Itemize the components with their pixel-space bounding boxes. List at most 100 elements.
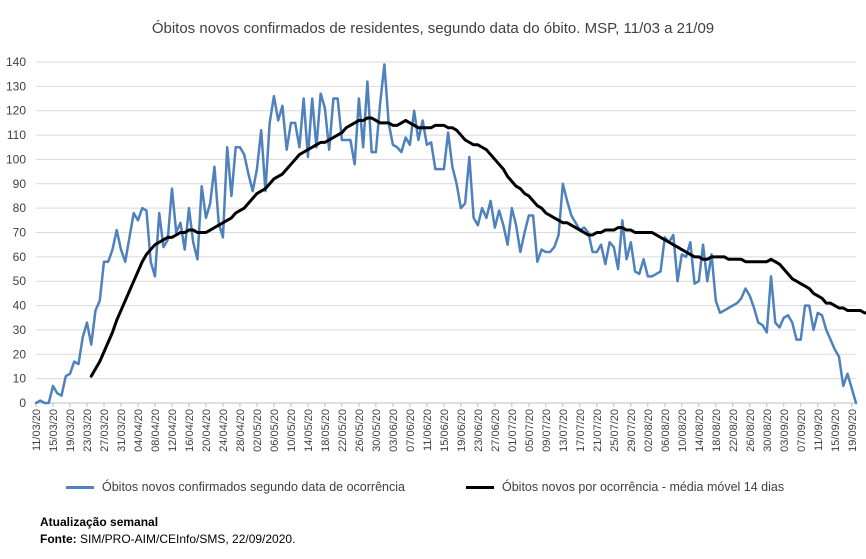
data-point-confirmed	[490, 200, 492, 202]
data-point-confirmed	[583, 227, 585, 229]
data-point-moving-average	[447, 127, 449, 129]
data-point-moving-average	[456, 129, 458, 131]
data-point-confirmed	[247, 173, 250, 175]
data-point-confirmed	[817, 312, 819, 314]
data-point-moving-average	[273, 178, 275, 180]
data-point-confirmed	[456, 183, 458, 185]
data-point-confirmed	[464, 202, 466, 204]
data-point-confirmed	[226, 146, 228, 148]
x-tick-label: 27/06/20	[490, 409, 502, 452]
data-point-moving-average	[490, 153, 492, 156]
data-point-confirmed	[727, 307, 730, 309]
x-tick-label: 02/05/20	[252, 409, 264, 452]
data-point-moving-average	[213, 227, 216, 229]
data-point-confirmed	[608, 241, 611, 243]
data-point-moving-average	[859, 309, 861, 312]
data-point-confirmed	[681, 253, 683, 256]
data-point-confirmed	[736, 302, 738, 304]
x-tick-label: 18/05/20	[320, 409, 332, 452]
data-point-confirmed	[205, 217, 207, 219]
data-point-confirmed	[141, 207, 143, 209]
data-point-confirmed	[710, 253, 713, 256]
data-point-confirmed	[179, 222, 182, 224]
data-point-moving-average	[430, 127, 432, 129]
data-point-moving-average	[409, 122, 411, 124]
data-point-moving-average	[783, 268, 785, 270]
data-point-confirmed	[349, 139, 351, 141]
data-point-moving-average	[681, 248, 683, 251]
data-point-moving-average	[732, 258, 734, 260]
x-tick-label: 23/06/20	[473, 409, 485, 452]
data-point-moving-average	[770, 258, 772, 260]
data-point-moving-average	[753, 261, 755, 263]
data-point-moving-average	[583, 231, 585, 234]
data-point-confirmed	[825, 329, 827, 331]
x-tick-label: 22/08/20	[728, 409, 740, 452]
data-point-confirmed	[230, 195, 233, 197]
axes: 0 10 20 30 40 50 60 70 80 90 100 110 120 130 140 11/03/…	[6, 55, 859, 452]
data-point-confirmed	[235, 146, 237, 148]
data-point-moving-average	[124, 300, 126, 302]
data-point-confirmed	[719, 312, 721, 314]
x-tick-label: 11/03/20	[31, 409, 43, 451]
data-point-moving-average	[787, 273, 789, 275]
y-tick-label: 40	[13, 299, 27, 313]
data-point-confirmed	[591, 251, 594, 253]
data-point-moving-average	[600, 231, 602, 234]
x-tick-label: 07/09/20	[796, 409, 808, 452]
x-tick-label: 01/07/20	[507, 409, 519, 452]
data-point-confirmed	[213, 166, 216, 168]
data-point-moving-average	[621, 227, 623, 229]
data-point-confirmed	[434, 168, 436, 170]
data-point-confirmed	[307, 156, 309, 158]
x-tick-label: 30/05/20	[371, 409, 383, 452]
data-point-moving-average	[481, 146, 483, 148]
y-tick-label: 0	[19, 396, 26, 410]
data-point-moving-average	[179, 231, 182, 234]
data-point-confirmed	[184, 248, 186, 251]
data-point-confirmed	[171, 188, 173, 190]
data-point-confirmed	[52, 385, 54, 387]
data-point-moving-average	[184, 231, 186, 234]
data-point-moving-average	[557, 219, 560, 221]
data-point-moving-average	[434, 124, 436, 126]
x-tick-label: 20/04/20	[201, 409, 213, 452]
data-point-moving-average	[388, 122, 390, 124]
data-point-moving-average	[834, 304, 836, 307]
data-point-confirmed	[439, 168, 441, 170]
legend-label-moving-average: Óbitos novos por ocorrência - média móve…	[502, 480, 785, 494]
data-point-moving-average	[103, 351, 105, 353]
data-point-moving-average	[613, 229, 615, 231]
data-point-moving-average	[702, 258, 704, 260]
data-point-moving-average	[812, 292, 815, 294]
data-point-moving-average	[196, 231, 199, 234]
data-point-confirmed	[753, 307, 755, 309]
x-tick-label: 15/09/20	[830, 409, 842, 452]
data-point-moving-average	[230, 217, 233, 219]
data-point-confirmed	[290, 122, 292, 124]
data-point-confirmed	[90, 343, 92, 346]
data-point-confirmed	[111, 248, 114, 251]
data-point-moving-average	[642, 231, 645, 234]
data-point-moving-average	[634, 231, 636, 234]
data-point-moving-average	[570, 224, 572, 226]
data-point-confirmed	[808, 304, 810, 307]
data-point-moving-average	[192, 229, 194, 231]
data-point-confirmed	[757, 322, 759, 324]
data-point-moving-average	[303, 151, 305, 153]
data-point-moving-average	[277, 175, 279, 178]
data-point-moving-average	[307, 149, 309, 151]
data-point-moving-average	[362, 119, 364, 122]
data-point-confirmed	[311, 97, 313, 100]
data-point-confirmed	[65, 375, 67, 377]
x-tick-label: 25/07/20	[609, 409, 621, 452]
data-point-confirmed	[43, 402, 46, 404]
y-tick-label: 80	[13, 201, 27, 215]
x-tick-label: 07/06/20	[405, 409, 417, 452]
data-point-moving-average	[294, 158, 296, 161]
data-point-moving-average	[749, 261, 751, 263]
data-point-moving-average	[502, 168, 504, 170]
data-point-confirmed	[625, 258, 628, 260]
data-point-moving-average	[587, 234, 589, 236]
